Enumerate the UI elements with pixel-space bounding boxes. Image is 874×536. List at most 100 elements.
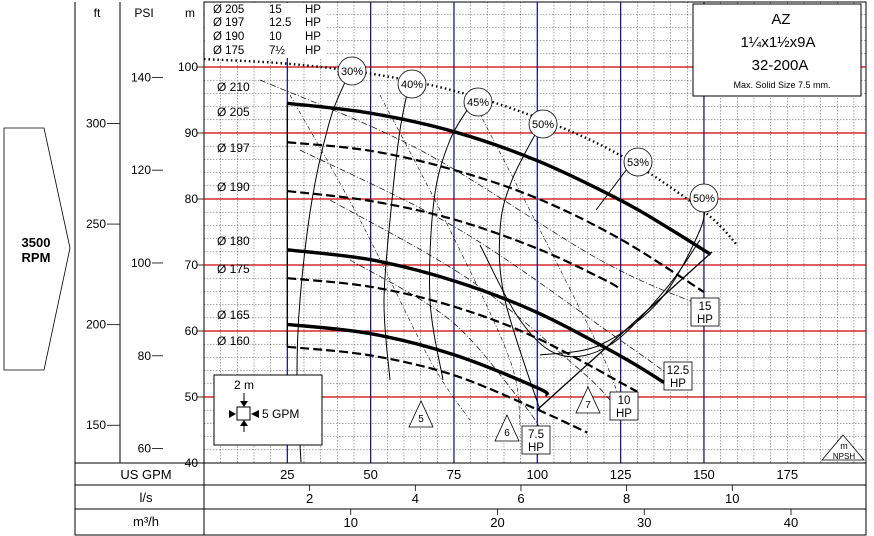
impeller-label: Ø 210 — [217, 80, 250, 94]
gpm-tick-label: 150 — [693, 467, 715, 482]
motor-table-hp: 7½ — [269, 45, 285, 57]
m3h-tick-label: 10 — [344, 515, 358, 530]
impeller-curve — [203, 57, 739, 247]
scale-arrowhead-top — [240, 401, 248, 407]
hp-limit-unit: HP — [528, 442, 544, 454]
impeller-curves — [203, 57, 739, 434]
efficiency-curve — [429, 99, 475, 381]
ls-tick-label: 4 — [412, 491, 419, 506]
m-tick-label: 100 — [178, 60, 198, 74]
efficiency-label: 40% — [401, 79, 423, 91]
efficiency-curve — [383, 79, 411, 381]
bottom-axes: US GPM l/s m³/h — [74, 462, 867, 536]
npsh-triangle — [821, 434, 865, 461]
gpm-tick-label: 175 — [776, 467, 798, 482]
gpm-tick-label: 100 — [526, 467, 548, 482]
gpm-axis-label: US GPM — [120, 467, 171, 482]
hp-limit-value: 7.5 — [528, 429, 544, 441]
impeller-label: Ø 175 — [217, 262, 250, 276]
ft-tick-label: 300 — [86, 116, 106, 130]
hp-limit-unit: HP — [670, 378, 686, 390]
efficiency-bubble — [337, 56, 367, 86]
m-axis-header: m — [185, 6, 195, 20]
psi-tick-label: 80 — [138, 349, 152, 363]
ls-tick-label: 2 — [306, 491, 313, 506]
impeller-curve — [287, 248, 665, 384]
impeller-curve — [287, 141, 705, 293]
impeller-curve — [287, 277, 638, 393]
gpm-tick-label: 50 — [363, 467, 377, 482]
ft-axis-header: ft — [94, 6, 101, 20]
motor-table: Ø 205 15 HP Ø 197 12.5 HP Ø 190 10 HP Ø … — [213, 4, 321, 57]
ls-axis-label: l/s — [140, 490, 154, 505]
hp-limit-value: 15 — [699, 301, 712, 313]
hp-limit-box — [690, 297, 720, 327]
ft-tick-label: 150 — [86, 418, 106, 432]
model-info-box — [692, 3, 862, 97]
npsh-triangle — [408, 400, 434, 428]
impeller-label: Ø 160 — [217, 334, 250, 348]
npsh-value: m — [840, 441, 848, 451]
motor-table-dia: Ø 205 — [213, 4, 244, 16]
model-size: 1¼x1½x9A — [740, 34, 815, 51]
impeller-label: Ø 165 — [217, 308, 250, 322]
motor-table-hp: 10 — [269, 31, 282, 43]
motor-table-hp: 12.5 — [269, 17, 291, 29]
impeller-curve — [287, 101, 712, 256]
efficiency-bubble — [463, 87, 493, 117]
bottom-axis-ticks: 25 50 75 100 125 150 175 2 4 6 8 10 10 20 30 40 — [280, 467, 798, 530]
motor-table-unit: HP — [305, 45, 321, 57]
m3h-tick-label: 20 — [490, 515, 504, 530]
psi-tick-label: 140 — [131, 70, 151, 84]
scale-arrowhead-right — [251, 410, 259, 418]
hp-limit-curve — [299, 149, 666, 373]
hp-limit-value: 12.5 — [667, 365, 689, 377]
efficiency-bubble — [689, 183, 719, 213]
impeller-label: Ø 197 — [217, 141, 250, 155]
efficiency-label: 50% — [693, 193, 715, 205]
motor-table-dia: Ø 197 — [213, 17, 244, 29]
motor-table-unit: HP — [305, 17, 321, 29]
max-flow-boundary — [536, 251, 713, 411]
npsh-triangle-label: 5 — [418, 414, 424, 425]
model-note: Max. Solid Size 7.5 mm. — [733, 80, 830, 90]
efficiency-bubble — [623, 147, 653, 177]
hp-limit-curve — [329, 199, 611, 401]
m-tick-label: 90 — [185, 126, 199, 140]
model-series: AZ — [771, 11, 790, 28]
npsh-curve — [379, 94, 521, 426]
m-tick-label: 80 — [185, 192, 199, 206]
psi-tick-label: 120 — [131, 163, 151, 177]
motor-table-box — [205, 3, 327, 58]
ft-tick-label: 200 — [86, 318, 106, 332]
ls-tick-label: 8 — [623, 491, 630, 506]
efficiency-bubble — [397, 69, 427, 99]
m-tick-label: 70 — [185, 258, 199, 272]
m-tick-label: 50 — [185, 390, 199, 404]
scale-square — [236, 406, 251, 421]
npsh-unit: NPSH — [833, 452, 855, 461]
rpm-unit: RPM — [22, 250, 51, 265]
impeller-label: Ø 180 — [217, 234, 250, 248]
hp-limit-curve — [349, 259, 541, 429]
npsh-triangle — [575, 386, 601, 414]
motor-table-unit: HP — [305, 4, 321, 16]
scale-flow-label: 5 GPM — [262, 407, 299, 421]
scale-arrowhead-left — [229, 410, 236, 418]
m-tick-label: 60 — [185, 324, 199, 338]
efficiency-curve — [479, 239, 701, 358]
motor-table-dia: Ø 175 — [213, 45, 244, 57]
psi-tick-label: 60 — [138, 442, 152, 456]
efficiency-curves — [296, 79, 706, 463]
hp-limit-unit: HP — [697, 314, 713, 326]
gpm-tick-label: 75 — [447, 467, 461, 482]
m3h-tick-label: 30 — [637, 515, 651, 530]
hp-limit-box — [521, 425, 551, 455]
rpm-arrow-shape — [3, 127, 71, 371]
psi-axis-header: PSI — [134, 6, 153, 20]
hp-limit-value: 10 — [618, 395, 631, 407]
impeller-curve — [287, 189, 622, 291]
efficiency-label: 53% — [627, 157, 649, 169]
